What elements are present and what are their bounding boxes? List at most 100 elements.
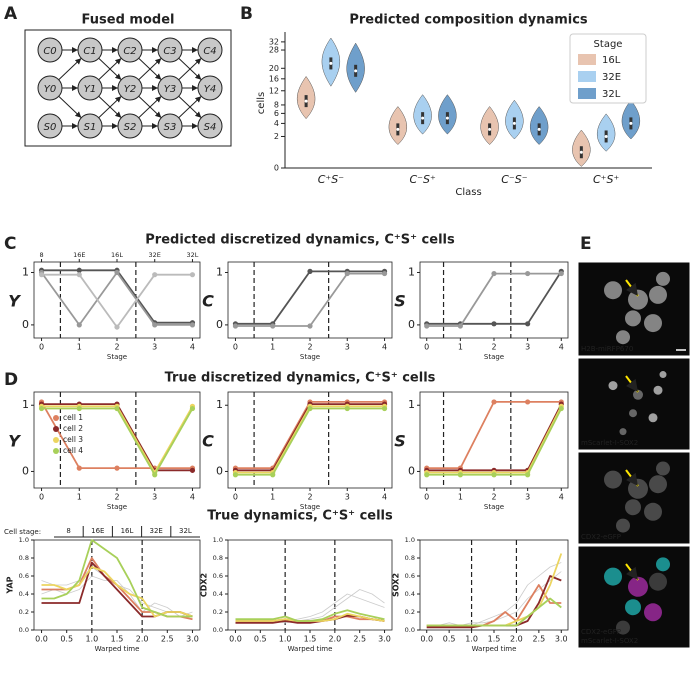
node-label: S3 <box>164 122 177 133</box>
y-axis-label: C <box>202 292 214 311</box>
series-marker <box>189 467 196 473</box>
diagram: C0 C1 C2 C3 C4 Y0 Y1 Y2 Y3 Y4 S0 S1 S2 S3 S4 <box>37 37 223 139</box>
image-caption: H2B-miRFP670 <box>581 345 633 353</box>
x-tick-label: 1 <box>77 493 82 502</box>
x-tick-label: 2 <box>491 493 496 502</box>
plot-frame <box>419 539 569 631</box>
nucleus <box>633 389 643 400</box>
x-tick-label: 4 <box>190 343 195 352</box>
nucleus <box>616 330 630 345</box>
nucleus <box>608 381 618 391</box>
node <box>197 37 223 63</box>
node <box>197 113 223 139</box>
node-label: Y2 <box>124 84 136 95</box>
series-marker <box>189 405 196 412</box>
node <box>37 113 63 139</box>
violin-median <box>329 61 333 65</box>
node <box>77 37 103 63</box>
node-label: S2 <box>124 122 137 133</box>
violin-median <box>304 99 308 103</box>
series-marker <box>76 272 82 278</box>
series-marker <box>189 272 196 278</box>
series-marker <box>76 322 82 328</box>
nucleus <box>653 385 663 395</box>
node <box>37 37 63 63</box>
node <box>157 75 183 101</box>
x-axis-label: Stage <box>484 503 504 511</box>
violin-median <box>604 134 608 138</box>
edge <box>58 57 82 81</box>
node-label: Y4 <box>204 84 216 95</box>
x-tick-label: 2.5 <box>161 635 174 644</box>
y-tick-label: 0.8 <box>19 554 29 562</box>
arrow <box>625 563 639 581</box>
node <box>37 75 63 101</box>
series-marker <box>307 268 313 274</box>
x-tick-label: 2.0 <box>328 635 341 644</box>
node-label: Y0 <box>44 84 56 95</box>
y-axis-label: CDX2 <box>200 573 209 597</box>
series-marker <box>114 324 120 330</box>
y-tick-label: 1 <box>408 265 415 278</box>
stage-label: 16E <box>91 527 104 535</box>
series-marker <box>491 399 497 405</box>
chart-title: Predicted composition dynamics <box>349 13 588 28</box>
legend-marker <box>53 426 59 432</box>
series-marker <box>525 321 531 327</box>
y-tick-label: 0.6 <box>19 572 29 580</box>
nucleus <box>628 478 648 499</box>
series-marker <box>344 405 350 412</box>
legend-swatch <box>578 71 596 82</box>
legend-frame <box>569 33 647 104</box>
series-marker <box>457 323 463 329</box>
edge <box>178 95 202 119</box>
series-marker <box>491 321 497 327</box>
node-label: S0 <box>44 122 57 133</box>
x-tick-label: 0.0 <box>229 635 242 644</box>
x-axis-label: Stage <box>484 353 504 361</box>
series-marker <box>558 270 564 277</box>
legend-marker <box>53 437 59 443</box>
node-label: C2 <box>123 46 136 57</box>
x-tick-label: C⁻S⁺ <box>409 173 435 186</box>
y-axis-label: S <box>394 432 406 451</box>
nucleus <box>656 461 670 476</box>
arrow <box>625 279 639 297</box>
y-axis-label: Y <box>8 292 21 311</box>
y-tick-label: 8 <box>274 100 279 109</box>
nucleus <box>625 310 641 327</box>
series-marker <box>114 269 120 276</box>
x-tick-label: 1 <box>270 493 275 502</box>
node-label: S4 <box>204 122 217 133</box>
violin-median <box>512 121 516 125</box>
nucleus <box>625 599 641 616</box>
x-tick-label: 2.5 <box>353 635 366 644</box>
charts: Predicted composition dynamics0246812162… <box>4 13 652 653</box>
micrograph <box>577 451 691 545</box>
y-tick-label: 0.8 <box>405 554 415 562</box>
nucleus <box>649 285 667 304</box>
y-tick-label: 12 <box>269 86 279 95</box>
node <box>117 75 143 101</box>
y-tick-label: 0.6 <box>213 572 223 580</box>
nucleus <box>619 428 627 436</box>
node-label: S1 <box>84 122 97 133</box>
x-tick-label: 2.0 <box>136 635 149 644</box>
y-tick-label: 0.0 <box>405 626 415 634</box>
y-tick-label: 1.0 <box>19 536 29 544</box>
series-line <box>426 597 562 627</box>
series-marker <box>457 472 463 478</box>
nucleus <box>644 314 662 333</box>
series-line <box>235 609 385 622</box>
x-tick-label: 4 <box>559 343 564 352</box>
x-tick-label: 0.5 <box>60 635 73 644</box>
y-tick-label: 0 <box>216 318 223 331</box>
series-marker <box>558 405 564 412</box>
node-label: C3 <box>163 46 176 57</box>
nucleus <box>628 289 648 310</box>
x-tick-label: 4 <box>382 493 387 502</box>
x-tick-label: 0 <box>424 493 429 502</box>
y-tick-label: 0.2 <box>405 608 415 616</box>
x-axis-label: Class <box>455 187 481 198</box>
series-marker <box>189 322 196 328</box>
